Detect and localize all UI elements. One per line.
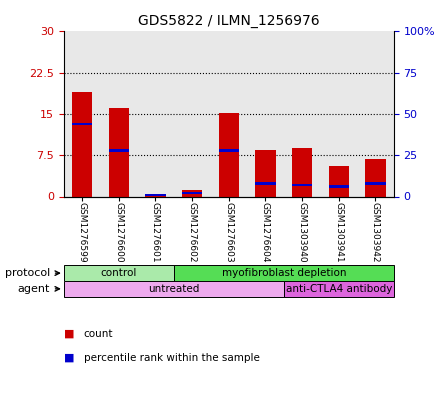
- Bar: [72, 123, 92, 125]
- Bar: [64, 281, 284, 297]
- Bar: [255, 150, 275, 196]
- Text: agent: agent: [18, 284, 59, 294]
- Bar: [145, 194, 165, 196]
- Bar: [109, 149, 129, 152]
- Text: ■: ■: [64, 353, 74, 363]
- Bar: [329, 185, 349, 188]
- Bar: [182, 190, 202, 196]
- Bar: [365, 182, 385, 185]
- Bar: [109, 108, 129, 196]
- Bar: [292, 148, 312, 196]
- Text: percentile rank within the sample: percentile rank within the sample: [84, 353, 260, 363]
- Bar: [182, 192, 202, 195]
- Text: control: control: [101, 268, 137, 278]
- Text: ■: ■: [64, 329, 74, 339]
- Text: myofibroblast depletion: myofibroblast depletion: [222, 268, 346, 278]
- Bar: [255, 182, 275, 185]
- Bar: [219, 113, 239, 196]
- Text: count: count: [84, 329, 113, 339]
- Text: protocol: protocol: [4, 268, 59, 278]
- Bar: [329, 166, 349, 196]
- Bar: [292, 184, 312, 186]
- Text: anti-CTLA4 antibody: anti-CTLA4 antibody: [286, 284, 392, 294]
- Title: GDS5822 / ILMN_1256976: GDS5822 / ILMN_1256976: [138, 14, 319, 28]
- Bar: [64, 265, 174, 281]
- Bar: [284, 281, 394, 297]
- Bar: [219, 149, 239, 152]
- Text: untreated: untreated: [148, 284, 199, 294]
- Bar: [72, 92, 92, 196]
- Bar: [365, 159, 385, 196]
- Bar: [174, 265, 394, 281]
